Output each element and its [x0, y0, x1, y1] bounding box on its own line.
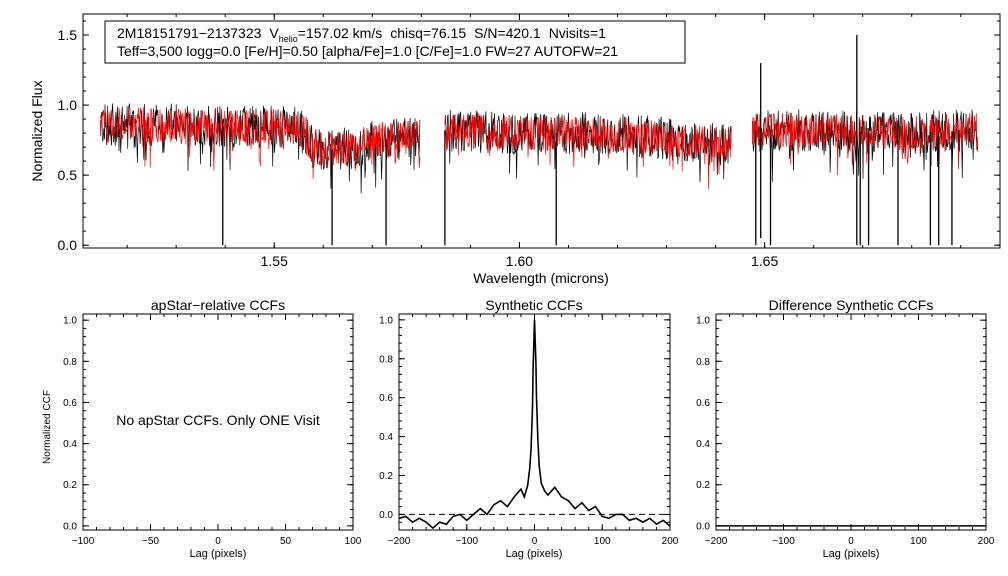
- apstar-ccf-y-tick-label: 0.6: [63, 398, 77, 409]
- difference-ccf-y-tick-label: 0.0: [696, 521, 710, 532]
- apstar-ccf-x-tick-label: −50: [142, 536, 159, 547]
- spectrum-x-tick-label: 1.65: [751, 253, 778, 269]
- difference-ccf-ticks: −200 −100 0 100 200 0.0 0.2 0.4 0.6 0.8 1.0: [696, 314, 995, 547]
- synthetic-ccf-x-tick-label: 0: [532, 536, 538, 547]
- spectrum-synthetic-chip-1: [99, 107, 421, 179]
- difference-ccf-title: Difference Synthetic CCFs: [769, 297, 934, 313]
- spectrum-tick-labels: 1.55 1.60 1.65 0.0 0.5 1.0 1.5: [58, 27, 779, 269]
- spectrum-synthetic-chip-2: [444, 113, 732, 190]
- star-id: 2M18151791−2137323: [117, 25, 262, 41]
- synthetic-ccf-title: Synthetic CCFs: [485, 297, 582, 313]
- spectrum-y-tick-label: 0.5: [58, 167, 78, 183]
- difference-ccf-x-axis-label: Lag (pixels): [823, 548, 880, 560]
- spectrum-y-tick-label: 1.0: [58, 97, 78, 113]
- apstar-ccf-x-axis-label: Lag (pixels): [190, 548, 247, 560]
- spectrum-deep-lines: [222, 35, 953, 246]
- synthetic-ccf-x-tick-label: −100: [455, 536, 478, 547]
- spectrum-synthetic-series: [99, 107, 979, 190]
- difference-ccf-y-tick-label: 0.8: [696, 357, 710, 368]
- difference-ccf-x-tick-label: 100: [910, 536, 927, 547]
- apstar-ccf-x-tick-label: 100: [345, 536, 362, 547]
- nvisits-value: Nvisits=1: [549, 25, 606, 41]
- v-subscript: helio: [279, 34, 298, 44]
- spectrum-annotation-box: [104, 20, 686, 64]
- difference-ccf-y-tick-label: 0.2: [696, 480, 710, 491]
- synthetic-ccf-x-tick-label: 200: [662, 536, 679, 547]
- synthetic-ccf-y-tick-label: 1.0: [379, 315, 393, 326]
- synthetic-ccf-x-axis-label: Lag (pixels): [506, 548, 563, 560]
- spectrum-y-tick-label: 0.0: [58, 237, 78, 253]
- apstar-ccf-x-tick-label: 50: [280, 536, 292, 547]
- apstar-ccf-message: No apStar CCFs. Only ONE Visit: [116, 412, 320, 428]
- synthetic-ccf-y-tick-label: 0.0: [379, 510, 393, 521]
- synthetic-ccf-ticks: −200 −100 0 100 200 0.0 0.2 0.4 0.6 0.8 1.0: [379, 314, 679, 547]
- difference-ccf-y-tick-label: 1.0: [696, 316, 710, 327]
- spectrum-y-tick-label: 1.5: [58, 27, 78, 43]
- spectrum-annotation-line2: Teff=3,500 logg=0.0 [Fe/H]=0.50 [alpha/F…: [117, 43, 618, 59]
- apstar-ccf-y-tick-label: 1.0: [63, 316, 77, 327]
- sn-value: S/N=420.1: [474, 25, 541, 41]
- difference-ccf-x-tick-label: 0: [848, 536, 854, 547]
- synthetic-ccf-y-tick-label: 0.8: [379, 354, 393, 365]
- spectrum-synthetic-chip-3: [752, 112, 979, 176]
- synthetic-ccf-curve: [398, 319, 671, 530]
- apstar-ccf-y-tick-label: 0.8: [63, 357, 77, 368]
- difference-ccf-panel: −200 −100 0 100 200 0.0 0.2 0.4 0.6 0.8 1.0 Differ…: [696, 297, 995, 560]
- synthetic-ccf-y-tick-label: 0.6: [379, 393, 393, 404]
- spectrum-annotation-line1: 2M18151791−2137323 Vhelio=157.02 km/s chis…: [117, 25, 606, 44]
- spectrum-ticks: [83, 14, 1000, 248]
- apstar-ccf-title: apStar−relative CCFs: [151, 297, 285, 313]
- apstar-ccf-x-tick-label: 0: [215, 536, 221, 547]
- v-symbol: V: [269, 25, 279, 41]
- synthetic-ccf-x-tick-label: −200: [388, 536, 411, 547]
- apstar-ccf-y-tick-label: 0.2: [63, 480, 77, 491]
- apstar-ccf-y-axis-label: Normalized CCF: [42, 390, 53, 464]
- spectrum-plot-frame: [82, 13, 1001, 249]
- synthetic-ccf-x-tick-label: 100: [594, 536, 611, 547]
- spectrum-observed-series: [99, 103, 979, 194]
- apstar-ccf-y-tick-label: 0.4: [63, 439, 77, 450]
- difference-ccf-x-tick-label: −100: [772, 536, 795, 547]
- chisq-value: chisq=76.15: [390, 25, 466, 41]
- synthetic-ccf-panel: −200 −100 0 100 200 0.0 0.2 0.4 0.6 0.8 1.0 Synthe…: [379, 297, 679, 560]
- difference-ccf-plot-frame: [715, 313, 987, 531]
- v-value: =157.02 km/s: [298, 25, 382, 41]
- apstar-ccf-y-tick-label: 0.0: [63, 521, 77, 532]
- spectrum-x-tick-label: 1.60: [506, 253, 533, 269]
- apstar-ccf-ticks: −100 −50 0 50 100 0.0 0.2 0.4 0.6 0.8 1.0: [63, 314, 362, 547]
- spectrum-x-tick-label: 1.55: [261, 253, 288, 269]
- apstar-ccf-x-tick-label: −100: [72, 536, 95, 547]
- spectrum-x-axis-label: Wavelength (microns): [473, 270, 609, 286]
- difference-ccf-x-tick-label: 200: [978, 536, 995, 547]
- difference-ccf-y-tick-label: 0.4: [696, 439, 710, 450]
- spectrum-panel: 1.55 1.60 1.65 0.0 0.5 1.0 1.5 2M18151791−2137…: [29, 13, 1001, 286]
- difference-ccf-y-tick-label: 0.6: [696, 398, 710, 409]
- synthetic-ccf-y-tick-label: 0.2: [379, 471, 393, 482]
- spectrum-y-axis-label: Normalized Flux: [29, 80, 45, 181]
- synthetic-ccf-y-tick-label: 0.4: [379, 432, 393, 443]
- apstar-ccf-panel: −100 −50 0 50 100 0.0 0.2 0.4 0.6 0.8 1.0 apStar−r…: [42, 297, 362, 560]
- difference-ccf-x-tick-label: −200: [705, 536, 728, 547]
